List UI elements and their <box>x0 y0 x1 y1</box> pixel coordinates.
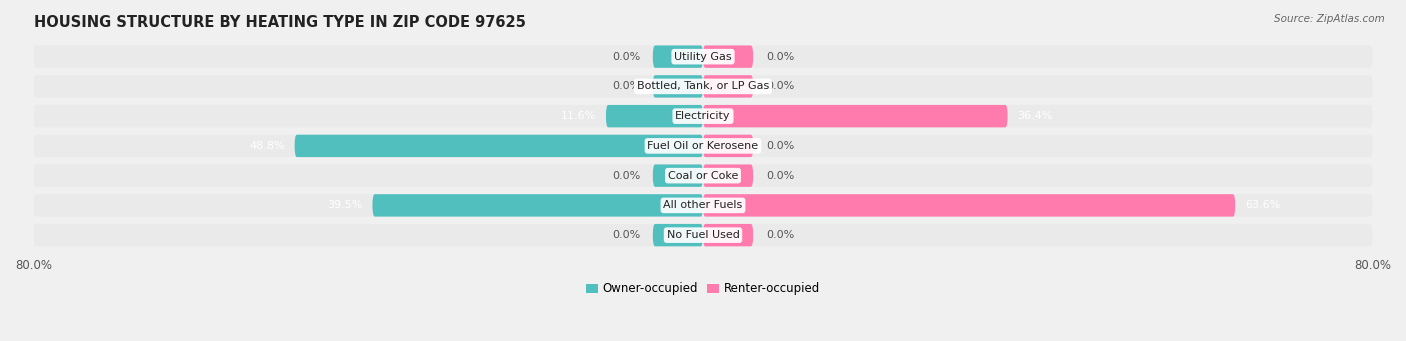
FancyBboxPatch shape <box>703 135 754 157</box>
Text: 0.0%: 0.0% <box>612 170 640 181</box>
FancyBboxPatch shape <box>34 105 1372 127</box>
Text: 0.0%: 0.0% <box>612 230 640 240</box>
FancyBboxPatch shape <box>703 105 1008 127</box>
Text: All other Fuels: All other Fuels <box>664 201 742 210</box>
FancyBboxPatch shape <box>703 194 1236 217</box>
FancyBboxPatch shape <box>703 45 754 68</box>
FancyBboxPatch shape <box>34 164 1372 187</box>
Text: 63.6%: 63.6% <box>1246 201 1281 210</box>
Text: Coal or Coke: Coal or Coke <box>668 170 738 181</box>
Text: Utility Gas: Utility Gas <box>675 51 731 62</box>
FancyBboxPatch shape <box>652 75 703 98</box>
FancyBboxPatch shape <box>652 224 703 246</box>
Text: 0.0%: 0.0% <box>766 81 794 91</box>
Text: 36.4%: 36.4% <box>1018 111 1053 121</box>
FancyBboxPatch shape <box>34 75 1372 98</box>
Text: 0.0%: 0.0% <box>766 170 794 181</box>
FancyBboxPatch shape <box>606 105 703 127</box>
Text: 0.0%: 0.0% <box>766 51 794 62</box>
FancyBboxPatch shape <box>703 164 754 187</box>
Text: 0.0%: 0.0% <box>612 81 640 91</box>
FancyBboxPatch shape <box>34 45 1372 68</box>
FancyBboxPatch shape <box>703 75 754 98</box>
FancyBboxPatch shape <box>652 164 703 187</box>
Text: 11.6%: 11.6% <box>561 111 596 121</box>
Text: Bottled, Tank, or LP Gas: Bottled, Tank, or LP Gas <box>637 81 769 91</box>
Text: Electricity: Electricity <box>675 111 731 121</box>
FancyBboxPatch shape <box>295 135 703 157</box>
Text: HOUSING STRUCTURE BY HEATING TYPE IN ZIP CODE 97625: HOUSING STRUCTURE BY HEATING TYPE IN ZIP… <box>34 15 526 30</box>
FancyBboxPatch shape <box>34 135 1372 157</box>
Text: Fuel Oil or Kerosene: Fuel Oil or Kerosene <box>647 141 759 151</box>
FancyBboxPatch shape <box>373 194 703 217</box>
Text: 48.8%: 48.8% <box>249 141 284 151</box>
Text: 0.0%: 0.0% <box>612 51 640 62</box>
FancyBboxPatch shape <box>34 224 1372 246</box>
Legend: Owner-occupied, Renter-occupied: Owner-occupied, Renter-occupied <box>586 282 820 295</box>
Text: 0.0%: 0.0% <box>766 141 794 151</box>
Text: Source: ZipAtlas.com: Source: ZipAtlas.com <box>1274 14 1385 24</box>
Text: 0.0%: 0.0% <box>766 230 794 240</box>
FancyBboxPatch shape <box>652 45 703 68</box>
Text: 39.5%: 39.5% <box>328 201 363 210</box>
FancyBboxPatch shape <box>34 194 1372 217</box>
FancyBboxPatch shape <box>703 224 754 246</box>
Text: No Fuel Used: No Fuel Used <box>666 230 740 240</box>
